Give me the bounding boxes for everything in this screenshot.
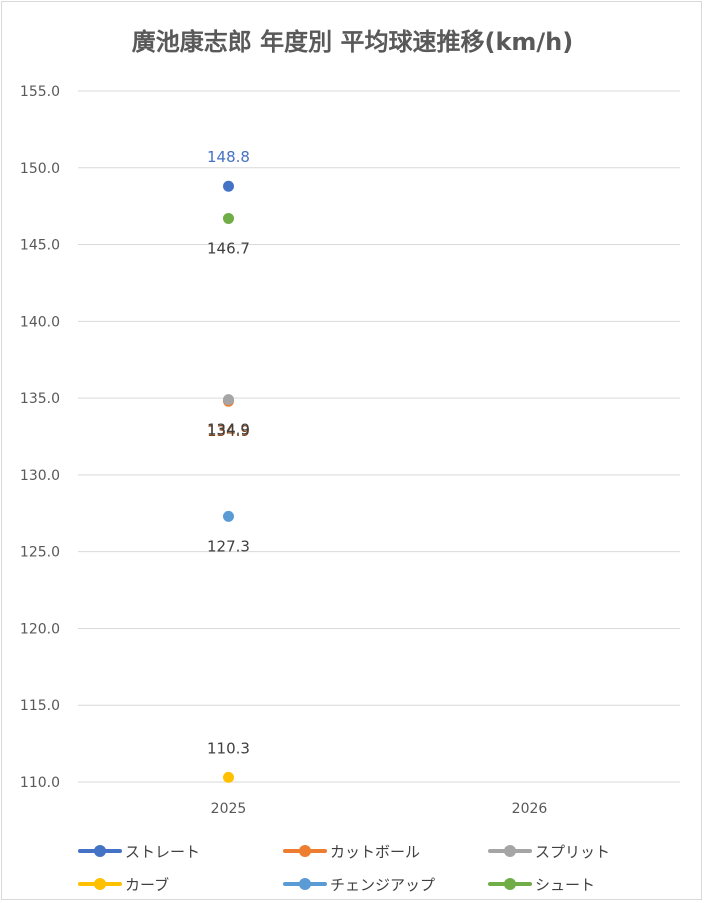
y-tick-label-1: 115.0: [20, 698, 60, 714]
legend-swatch: [283, 844, 327, 858]
data-label-0-0: 148.8: [207, 148, 250, 166]
y-tick-label-8: 150.0: [20, 161, 60, 177]
legend-swatch: [78, 877, 122, 891]
data-point-2-0: [223, 394, 234, 406]
legend-label: シュート: [535, 875, 596, 894]
data-point-3-0: [223, 771, 234, 783]
y-tick-label-0: 110.0: [20, 775, 60, 791]
data-label-5-0: 146.7: [207, 239, 250, 257]
data-point-4-0: [223, 510, 234, 522]
legend-label: スプリット: [535, 842, 611, 861]
legend-label: チェンジアップ: [330, 875, 436, 894]
legend-swatch-dot: [504, 845, 516, 857]
chart-title: 廣池康志郎 年度別 平均球速推移(km/h): [131, 28, 574, 56]
legend-swatch-dot: [299, 845, 311, 857]
legend-label: カーブ: [125, 875, 170, 894]
y-tick-label-2: 120.0: [20, 621, 60, 637]
legend-item: ストレート: [78, 840, 200, 862]
data-point-5-0: [223, 212, 234, 224]
legend-label: ストレート: [125, 842, 201, 861]
y-tick-label-7: 145.0: [20, 238, 60, 254]
legend-item: スプリット: [488, 840, 610, 862]
legend-swatch: [488, 844, 532, 858]
data-label-1-0: 134.9: [207, 422, 250, 440]
legend-item: カットボール: [283, 840, 420, 862]
data-point-0-0: [223, 180, 234, 192]
legend-label: カットボール: [330, 842, 421, 861]
x-tick-label-0: 2025: [211, 801, 247, 817]
data-label-4-0: 127.3: [207, 537, 250, 555]
legend-swatch: [283, 877, 327, 891]
y-tick-label-9: 155.0: [20, 84, 60, 100]
y-tick-label-3: 125.0: [20, 545, 60, 561]
data-label-2-0: 134.9: [207, 421, 250, 439]
legend-swatch-dot: [299, 878, 311, 890]
y-tick-label-4: 130.0: [20, 468, 60, 484]
legend-swatch: [488, 877, 532, 891]
legend-item: カーブ: [78, 873, 169, 895]
legend-swatch-dot: [504, 878, 516, 890]
legend-swatch: [78, 844, 122, 858]
data-label-3-0: 110.3: [207, 739, 250, 757]
legend-item: シュート: [488, 873, 595, 895]
legend-swatch-dot: [94, 845, 106, 857]
legend-swatch-dot: [94, 878, 106, 890]
x-tick-label-1: 2026: [512, 801, 548, 817]
legend-item: チェンジアップ: [283, 873, 435, 895]
y-tick-label-5: 135.0: [20, 391, 60, 407]
y-tick-label-6: 140.0: [20, 314, 60, 330]
